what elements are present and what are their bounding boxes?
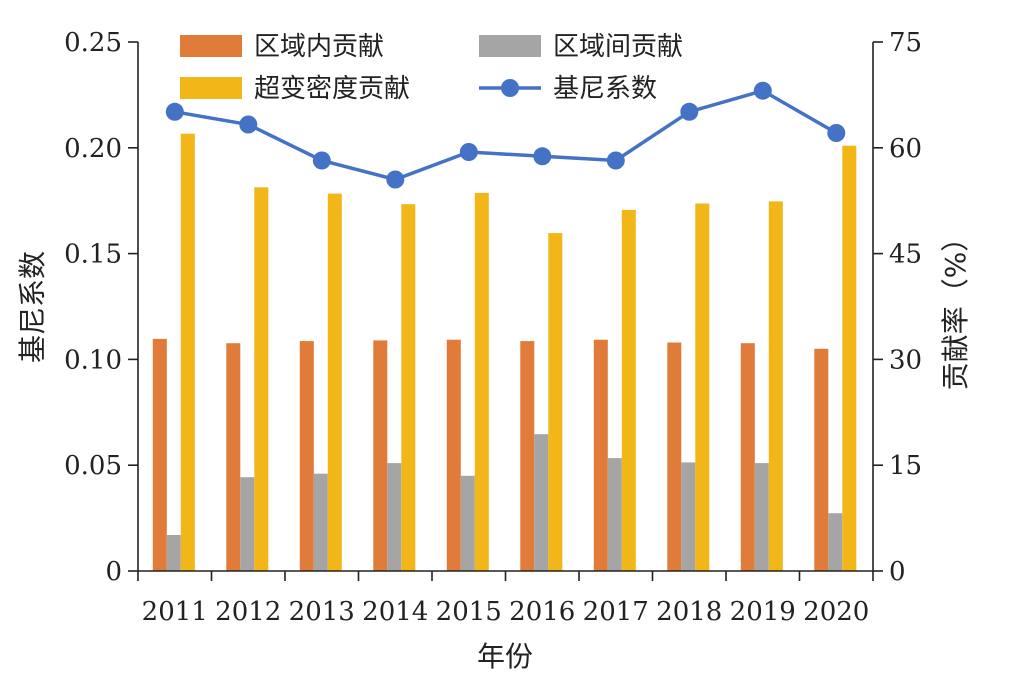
bar-区域内贡献-2011	[152, 338, 167, 571]
point-基尼系数-2016	[533, 147, 552, 166]
point-基尼系数-2011	[165, 102, 184, 121]
x-axis-title: 年份	[477, 640, 533, 673]
bar-区域间贡献-2017	[607, 458, 622, 571]
point-基尼系数-2015	[459, 143, 478, 161]
bar-区域内贡献-2018	[667, 342, 682, 571]
x-tick-label: 2017	[583, 597, 649, 627]
y-tick-label-right: 75	[889, 28, 922, 58]
y2-axis-title: 贡献率（%）	[939, 224, 972, 391]
bar-区域内贡献-2020	[814, 348, 829, 571]
bar-区域内贡献-2014	[373, 340, 388, 571]
bar-区域间贡献-2013	[313, 473, 328, 571]
legend-swatch-区域内贡献	[180, 35, 242, 57]
legend-swatch-超变密度贡献	[180, 77, 242, 99]
bar-区域间贡献-2011	[166, 535, 181, 571]
bar-区域间贡献-2020	[828, 513, 843, 571]
x-tick-label: 2014	[362, 597, 428, 627]
legend-label-区域间贡献: 区域间贡献	[553, 32, 683, 62]
y-axis-title: 基尼系数	[16, 251, 49, 363]
bar-区域间贡献-2016	[534, 434, 549, 571]
x-tick-label: 2018	[656, 597, 722, 627]
y-tick-label-left: 0	[105, 557, 122, 587]
y-tick-label-right: 30	[889, 345, 922, 375]
point-基尼系数-2018	[680, 102, 699, 121]
bar-超变密度贡献-2012	[254, 187, 269, 572]
bar-超变密度贡献-2016	[548, 233, 563, 571]
bar-超变密度贡献-2018	[695, 203, 710, 571]
bar-区域内贡献-2019	[740, 343, 755, 571]
bars-layer	[152, 133, 857, 572]
y-tick-label-left: 0.10	[64, 345, 122, 375]
y-tick-label-left: 0.05	[64, 451, 122, 481]
bar-区域间贡献-2015	[460, 475, 475, 571]
legend-marker-基尼系数	[501, 79, 519, 97]
point-基尼系数-2014	[386, 170, 405, 189]
y-tick-label-right: 45	[889, 240, 922, 270]
y-tick-label-right: 0	[889, 557, 906, 587]
bar-区域内贡献-2015	[446, 339, 461, 571]
line-基尼系数	[174, 88, 838, 182]
legend-label-基尼系数: 基尼系数	[553, 74, 657, 104]
point-基尼系数-2013	[312, 151, 331, 170]
bar-超变密度贡献-2013	[327, 193, 342, 571]
legend-label-区域内贡献: 区域内贡献	[254, 32, 384, 62]
bar-超变密度贡献-2011	[180, 133, 195, 571]
x-tick-label: 2012	[215, 597, 281, 627]
y-tick-label-left: 0.25	[64, 28, 122, 58]
bar-区域间贡献-2019	[754, 463, 769, 571]
x-tick-label: 2016	[509, 597, 575, 627]
point-基尼系数-2020	[827, 124, 846, 142]
bar-区域间贡献-2012	[240, 477, 255, 571]
bar-超变密度贡献-2020	[842, 145, 857, 571]
x-tick-label: 2011	[142, 597, 208, 627]
y-tick-label-left: 0.15	[64, 240, 122, 270]
point-基尼系数-2017	[606, 151, 625, 170]
bar-超变密度贡献-2014	[401, 204, 416, 571]
legend-label-超变密度贡献: 超变密度贡献	[254, 74, 410, 104]
bar-区域内贡献-2013	[299, 341, 314, 571]
point-基尼系数-2019	[753, 81, 772, 100]
x-tick-label: 2013	[289, 597, 355, 627]
legend-swatch-区域间贡献	[479, 35, 541, 57]
y-tick-label-right: 60	[889, 134, 922, 164]
gini-line-layer	[165, 81, 846, 189]
axes-layer: 0 0.05 0.10 0.15 0.20 0.25 0 15 30 45 60 75 2011 2012…	[64, 28, 922, 627]
bar-区域内贡献-2012	[226, 343, 241, 571]
x-tick-label: 2015	[436, 597, 502, 627]
bar-区域间贡献-2018	[681, 462, 696, 571]
x-tick-label: 2019	[730, 597, 796, 627]
y-tick-label-left: 0.20	[64, 134, 122, 164]
x-tick-label: 2020	[803, 597, 869, 627]
bar-超变密度贡献-2019	[768, 201, 783, 571]
bar-区域内贡献-2017	[593, 339, 608, 571]
bar-超变密度贡献-2015	[474, 192, 489, 571]
y-tick-label-right: 15	[889, 451, 922, 481]
point-基尼系数-2012	[239, 115, 258, 134]
bar-区域内贡献-2016	[520, 341, 535, 571]
bar-超变密度贡献-2017	[621, 209, 636, 571]
bar-区域间贡献-2014	[387, 463, 402, 571]
